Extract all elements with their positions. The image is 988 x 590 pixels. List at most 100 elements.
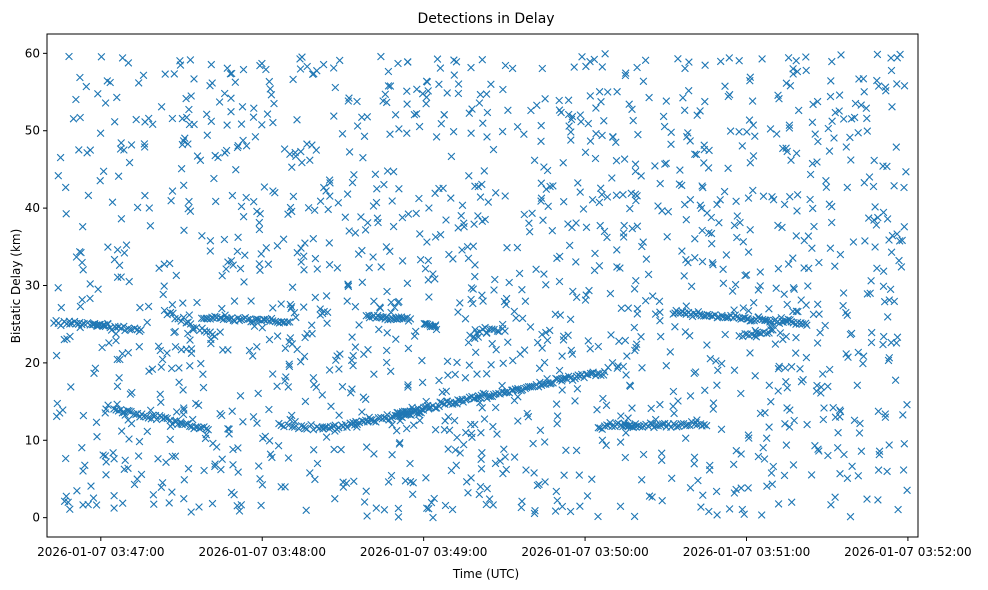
data-point: [613, 246, 621, 254]
data-point: [217, 314, 225, 322]
data-point: [284, 454, 293, 462]
data-point: [442, 387, 451, 396]
data-point: [344, 97, 353, 105]
data-point: [706, 354, 715, 363]
data-point: [848, 462, 856, 471]
data-point: [815, 258, 823, 267]
data-point: [338, 130, 347, 138]
data-point: [875, 450, 884, 459]
data-point: [145, 204, 154, 212]
data-point: [798, 320, 807, 328]
data-point: [423, 504, 431, 512]
data-point: [883, 215, 892, 223]
data-point: [829, 403, 837, 412]
data-point: [327, 402, 335, 411]
data-point: [749, 152, 758, 160]
data-point: [258, 323, 267, 332]
data-point: [365, 263, 373, 272]
data-point: [324, 205, 332, 214]
data-point: [316, 197, 325, 205]
data-point: [775, 94, 783, 103]
data-point: [396, 409, 405, 417]
data-point: [656, 308, 664, 316]
data-point: [168, 452, 177, 461]
data-point: [657, 456, 666, 465]
data-point: [268, 370, 277, 378]
x-tick-label: 2026-01-07 03:52:00: [844, 545, 971, 559]
data-point: [813, 97, 822, 106]
data-point: [285, 337, 293, 346]
data-point: [537, 121, 545, 130]
data-point: [789, 307, 797, 316]
data-point: [182, 319, 190, 327]
data-point: [785, 423, 794, 431]
data-point: [586, 345, 594, 353]
data-point: [388, 420, 396, 429]
data-point: [746, 76, 754, 85]
data-point: [559, 159, 567, 167]
data-point: [698, 182, 706, 190]
data-point: [807, 471, 816, 479]
data-point: [800, 264, 808, 272]
data-point: [799, 375, 807, 384]
data-point: [154, 342, 163, 351]
data-point: [667, 128, 675, 137]
data-point: [239, 418, 247, 426]
data-point: [79, 501, 87, 509]
data-point: [72, 95, 80, 104]
data-point: [187, 92, 195, 100]
data-point: [424, 87, 432, 95]
data-point: [223, 64, 232, 72]
data-point: [863, 495, 871, 503]
data-point: [581, 296, 590, 304]
data-point: [303, 62, 311, 71]
data-point: [415, 122, 424, 131]
data-point: [633, 192, 641, 200]
data-point: [489, 501, 497, 509]
data-point: [794, 106, 803, 115]
data-point: [885, 441, 893, 449]
data-point: [825, 147, 834, 155]
data-point: [118, 499, 127, 507]
data-point: [236, 392, 245, 400]
data-point: [234, 468, 242, 476]
data-point: [867, 338, 876, 347]
data-point: [793, 207, 801, 215]
data-point: [504, 106, 512, 115]
data-point: [200, 466, 208, 475]
data-point: [307, 421, 315, 429]
data-point: [220, 89, 229, 98]
data-point: [125, 277, 133, 286]
data-point: [775, 362, 783, 371]
data-point: [867, 328, 876, 337]
data-point: [781, 420, 789, 428]
data-point: [110, 255, 119, 264]
data-point: [820, 404, 828, 412]
data-point: [166, 435, 174, 444]
data-point: [120, 249, 129, 257]
data-point: [234, 233, 242, 242]
data-point: [819, 415, 828, 424]
data-point: [532, 265, 540, 274]
data-point: [211, 462, 219, 471]
data-point: [569, 287, 577, 296]
data-point: [61, 183, 70, 192]
data-point: [824, 451, 832, 460]
data-point: [713, 511, 721, 519]
data-point: [662, 361, 671, 370]
data-point: [234, 444, 242, 452]
data-point: [184, 464, 193, 473]
data-point: [525, 219, 533, 227]
data-point: [583, 492, 592, 500]
data-point: [603, 88, 612, 96]
data-point: [687, 282, 696, 291]
data-point: [179, 386, 187, 394]
data-point: [418, 356, 426, 365]
data-point: [237, 315, 245, 324]
data-point: [646, 419, 655, 427]
data-point: [892, 143, 901, 151]
data-points: [50, 50, 911, 522]
data-point: [884, 356, 893, 365]
data-point: [259, 315, 268, 324]
data-point: [893, 230, 901, 238]
